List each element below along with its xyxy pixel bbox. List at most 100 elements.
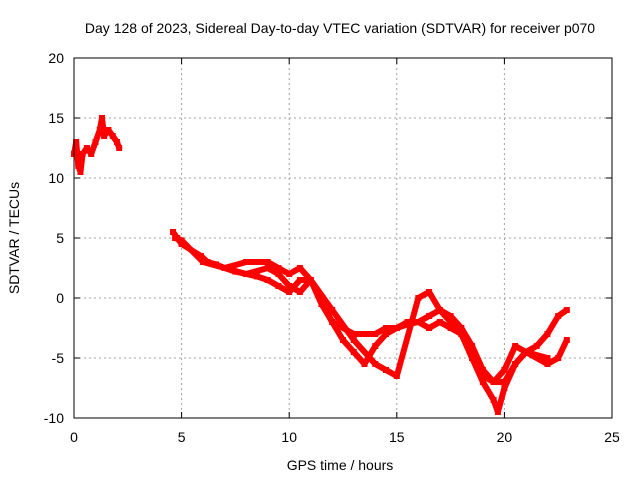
y-tick-label: -10 <box>44 410 64 426</box>
data-point <box>469 343 476 349</box>
series-track-A <box>169 229 570 415</box>
data-point <box>501 385 508 391</box>
data-point <box>253 259 260 265</box>
x-tick-label: 15 <box>389 429 405 445</box>
y-tick-label: 0 <box>56 290 64 306</box>
data-point <box>533 343 540 349</box>
data-point <box>479 373 486 379</box>
data-point <box>178 237 185 244</box>
data-point <box>372 343 379 349</box>
y-tick-label: 5 <box>56 230 64 246</box>
data-point <box>275 265 282 271</box>
data-point <box>544 355 551 361</box>
data-point <box>200 259 207 265</box>
data-point <box>447 313 454 319</box>
data-point <box>436 307 443 313</box>
data-point <box>221 265 228 271</box>
data-point <box>75 163 82 169</box>
data-point <box>479 379 486 385</box>
data-point <box>436 319 443 325</box>
data-point <box>383 325 390 331</box>
data-point <box>383 367 390 373</box>
data-point <box>426 289 433 295</box>
data-point <box>243 271 250 277</box>
data-point <box>372 361 379 367</box>
data-point <box>404 319 411 325</box>
chart-title: Day 128 of 2023, Sidereal Day-to-day VTE… <box>85 20 595 36</box>
data-point <box>361 361 368 367</box>
data-point <box>501 367 508 373</box>
y-tick-label: 15 <box>48 110 64 126</box>
data-point <box>563 307 570 313</box>
data-point <box>79 151 86 157</box>
data-point <box>286 289 293 295</box>
data-point <box>264 277 271 283</box>
x-tick-label: 25 <box>604 429 620 445</box>
series-line <box>170 229 570 415</box>
data-point <box>501 379 508 385</box>
series-track-B <box>172 235 570 385</box>
x-tick-label: 10 <box>281 429 297 445</box>
data-point <box>73 139 80 145</box>
data-point <box>479 367 486 373</box>
data-point <box>83 145 90 151</box>
data-point <box>329 319 336 325</box>
y-tick-label: -5 <box>52 350 65 366</box>
data-point <box>253 273 260 280</box>
y-tick-label: 20 <box>48 50 64 66</box>
data-point <box>275 283 282 289</box>
data-point <box>275 271 282 277</box>
x-tick-label: 20 <box>497 429 513 445</box>
x-tick-label: 0 <box>70 429 78 445</box>
data-point <box>490 397 497 403</box>
data-point <box>350 337 357 343</box>
data-point <box>286 271 293 277</box>
data-point <box>116 145 123 151</box>
data-point <box>522 349 529 355</box>
data-point <box>555 313 562 319</box>
data-point <box>169 229 176 235</box>
data-point <box>98 115 105 121</box>
series-track-C <box>221 265 551 385</box>
data-point <box>415 319 422 325</box>
data-point <box>114 139 121 145</box>
data-point <box>340 337 346 343</box>
data-point <box>415 295 422 301</box>
data-point <box>296 277 303 283</box>
data-point <box>426 325 433 331</box>
data-point <box>307 277 314 283</box>
data-point <box>105 127 112 133</box>
data-point <box>96 127 103 133</box>
data-point <box>350 349 357 355</box>
data-point <box>458 331 465 337</box>
data-point <box>512 361 519 367</box>
data-point <box>101 133 108 139</box>
data-point <box>490 379 497 385</box>
axis-ticks: 0 5 10 15 20 25 -10 -5 0 5 10 15 20 <box>44 50 620 445</box>
series-cluster-early <box>71 115 123 175</box>
data-point <box>393 325 400 331</box>
data-point <box>494 409 501 415</box>
data-point <box>350 331 357 337</box>
data-point <box>512 343 519 349</box>
x-axis-label: GPS time / hours <box>287 457 394 473</box>
data-point <box>544 331 551 337</box>
data-point <box>264 259 271 265</box>
data-point <box>563 337 570 343</box>
y-tick-label: 10 <box>48 170 64 186</box>
data-point <box>296 289 303 295</box>
data-point <box>469 355 476 361</box>
data-point <box>109 133 116 139</box>
data-point <box>92 139 99 145</box>
data-point <box>383 331 390 337</box>
data-point <box>88 151 95 157</box>
data-point <box>447 325 454 331</box>
y-axis-label: SDTVAR / TECUs <box>6 182 22 294</box>
data-point <box>372 331 379 337</box>
data-point <box>393 373 400 379</box>
data-point <box>286 283 293 289</box>
data-point <box>264 265 271 271</box>
data-point <box>544 361 551 367</box>
grid <box>74 58 612 418</box>
